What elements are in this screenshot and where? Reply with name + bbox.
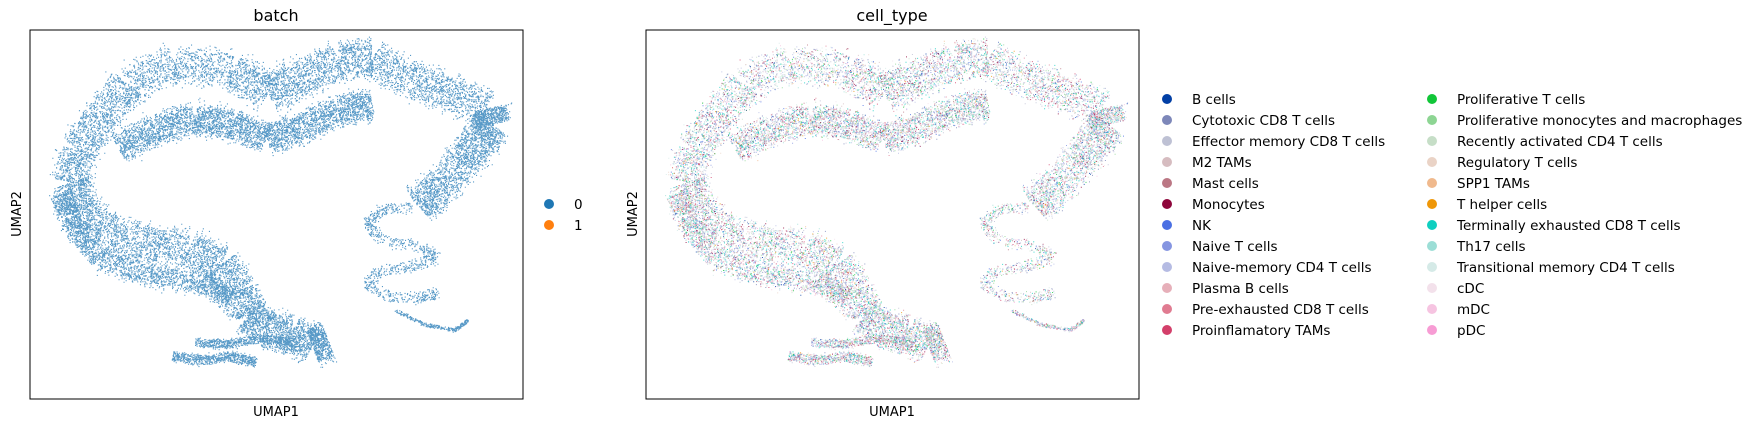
cell-type-legend-item-marker: [1162, 94, 1172, 104]
cell-type-legend-item-marker: [1427, 241, 1437, 251]
cell-type-legend-item-label: SPP1 TAMs: [1457, 176, 1530, 192]
batch-legend-item-label: 0: [574, 197, 583, 213]
cell-type-legend-item-marker: [1162, 178, 1172, 188]
cell-type-legend-item-marker: [1427, 157, 1437, 167]
batch-legend-item-marker: [544, 220, 554, 230]
cell-type-legend-item-marker: [1162, 115, 1172, 125]
batch-scatter-points: [49, 36, 513, 368]
cell-type-legend-item-label: Naive-memory CD4 T cells: [1192, 260, 1372, 276]
cell-type-legend-item-label: Proinflamatory TAMs: [1192, 323, 1330, 339]
cell-type-legend-item-label: Proliferative monocytes and macrophages: [1457, 113, 1742, 129]
cell-type-legend-item-label: Regulatory T cells: [1457, 155, 1577, 171]
cell-type-legend-item-label: Effector memory CD8 T cells: [1192, 134, 1385, 150]
cell-type-points-series: [672, 39, 1124, 364]
cell-type-legend-item-marker: [1427, 283, 1437, 293]
cell-type-legend-item-marker: [1427, 178, 1437, 188]
cell-type-legend-item-label: Terminally exhausted CD8 T cells: [1456, 218, 1681, 234]
cell-type-legend-item-label: Recently activated CD4 T cells: [1457, 134, 1663, 150]
panel-cell-type: cell_type UMAP1 UMAP2 B cells Cytotoxic C…: [626, 6, 1742, 420]
cell-type-legend-item-marker: [1162, 304, 1172, 314]
cell-type-legend-item-marker: [1162, 199, 1172, 209]
cell-type-legend-item-marker: [1427, 199, 1437, 209]
cell-type-legend-item-marker: [1162, 220, 1172, 230]
cell-type-legend-item-label: Proliferative T cells: [1457, 92, 1585, 108]
cell-type-legend-item-marker: [1427, 304, 1437, 314]
cell-type-legend-item-label: mDC: [1457, 302, 1490, 318]
cell-type-legend-item-marker: [1427, 136, 1437, 146]
cell-type-legend-item-label: Th17 cells: [1456, 239, 1526, 255]
panel-batch-xlabel: UMAP1: [253, 405, 299, 420]
cell-type-legend-item-marker: [1162, 325, 1172, 335]
cell-type-scatter-points: [665, 36, 1129, 368]
panel-batch-frame: [29, 29, 524, 400]
cell-type-points-series: [665, 44, 1120, 367]
cell-type-legend-item-marker: [1427, 115, 1437, 125]
batch-legend-item-label: 1: [574, 218, 583, 234]
cell-type-legend-item-label: Mast cells: [1192, 176, 1259, 192]
cell-type-legend-item-label: Monocytes: [1192, 197, 1265, 213]
panel-batch-ylabel: UMAP2: [10, 191, 25, 237]
panel-batch: batch UMAP1 UMAP2 01: [10, 6, 583, 420]
cell-type-legend-item-label: cDC: [1457, 281, 1484, 297]
batch-0-points: [49, 36, 513, 368]
batch-legend: 01: [544, 197, 583, 234]
cell-type-legend-item-label: NK: [1192, 218, 1212, 234]
panel-cell-type-ylabel: UMAP2: [626, 191, 641, 237]
cell-type-legend-item-marker: [1427, 262, 1437, 272]
cell-type-legend-item-label: T helper cells: [1456, 197, 1547, 213]
cell-type-legend-item-label: Plasma B cells: [1192, 281, 1289, 297]
cell-type-legend-item-label: pDC: [1457, 323, 1485, 339]
cell-type-legend-item-marker: [1162, 262, 1172, 272]
cell-type-legend-item-label: Cytotoxic CD8 T cells: [1192, 113, 1335, 129]
cell-type-legend-item-label: Pre-exhausted CD8 T cells: [1192, 302, 1369, 318]
cell-type-legend-item-marker: [1427, 94, 1437, 104]
cell-type-legend-item-label: M2 TAMs: [1192, 155, 1252, 171]
cell-type-legend-item-label: Transitional memory CD4 T cells: [1456, 260, 1675, 276]
panel-batch-title: batch: [253, 6, 298, 25]
cell-type-legend-item-marker: [1162, 241, 1172, 251]
cell-type-points-series: [670, 42, 1125, 367]
cell-type-legend-item-marker: [1162, 157, 1172, 167]
cell-type-legend-item-marker: [1427, 220, 1437, 230]
panel-cell-type-xlabel: UMAP1: [869, 405, 915, 420]
panel-cell-type-title: cell_type: [856, 6, 927, 26]
batch-legend-item-marker: [544, 199, 554, 209]
cell-type-legend-item-marker: [1427, 325, 1437, 335]
cell-type-legend-item-marker: [1162, 136, 1172, 146]
cell-type-legend-item-label: Naive T cells: [1192, 239, 1278, 255]
cell-type-legend-item-label: B cells: [1192, 92, 1236, 108]
panel-cell-type-frame: [645, 29, 1140, 400]
cell-type-legend-item-marker: [1162, 283, 1172, 293]
cell-type-legend: B cells Cytotoxic CD8 T cells Effector mem…: [1162, 92, 1742, 339]
